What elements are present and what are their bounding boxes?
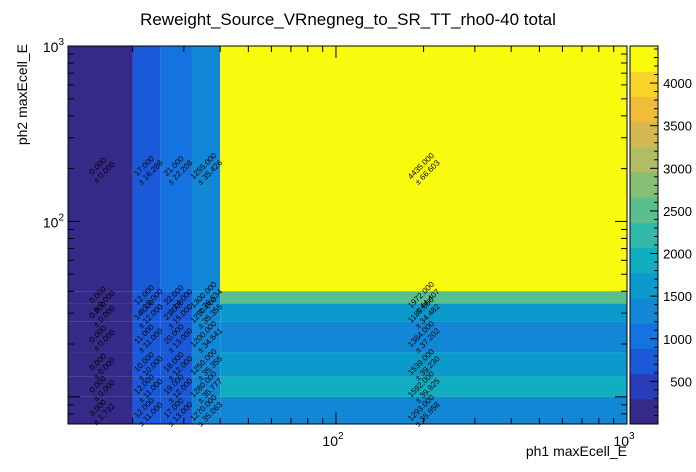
color-bar-segment: [630, 46, 658, 72]
heatmap-cell: [68, 352, 133, 377]
heatmap-cell: [132, 291, 161, 304]
heatmap-cell: [220, 352, 628, 377]
x-tick-label: 103: [613, 431, 635, 449]
heatmap-cell: [160, 46, 192, 292]
y-tick-label: 102: [43, 212, 65, 230]
heatmap-cell: [132, 321, 161, 353]
color-bar-label: 1000: [663, 332, 692, 347]
heatmap-cell: [160, 396, 192, 424]
color-bar-segment: [630, 298, 658, 324]
color-bar-label: 2500: [663, 204, 692, 219]
y-tick-exponent: 2: [58, 212, 64, 223]
plot-frame: [67, 45, 628, 425]
heatmap-cell: [160, 303, 192, 322]
heatmap-cell: [132, 352, 161, 377]
heatmap-cell: [160, 352, 192, 377]
y-tick-label: 103: [43, 37, 65, 55]
heatmap-cell: [220, 46, 628, 292]
color-bar-segment: [630, 398, 658, 425]
color-bar: 500 1000 1500 2000 2500 3000 3500 4000: [629, 45, 692, 425]
heatmap-cell: [191, 46, 221, 292]
heatmap-cell: [68, 376, 133, 397]
color-bar-segment: [630, 247, 658, 274]
color-bar-label: 1500: [663, 289, 692, 304]
heatmap-cell: [220, 321, 628, 353]
heatmap-cell: [191, 396, 221, 424]
color-bar-segment: [630, 172, 658, 198]
y-axis-title: ph2 maxEcell_E: [14, 44, 30, 145]
x-tick-exponent: 3: [629, 431, 635, 442]
color-bar-label: 2000: [663, 247, 692, 262]
heatmap-cell: [68, 46, 133, 292]
x-tick-label: 102: [322, 431, 344, 449]
heatmap-cell: [160, 291, 192, 304]
color-bar-segment: [630, 71, 658, 97]
color-bar-label: 500: [670, 374, 692, 389]
x-tick-base: 10: [322, 433, 338, 449]
y-tick-base: 10: [43, 39, 59, 55]
color-bar-segment: [630, 222, 658, 249]
color-bar-segment: [630, 373, 658, 400]
heatmap-cell: [220, 291, 628, 304]
heatmap-cell: [132, 46, 161, 292]
chart-title: Reweight_Source_VRnegneg_to_SR_TT_rho0-4…: [140, 10, 556, 29]
x-tick-exponent: 2: [338, 431, 344, 442]
heatmap-cell: [132, 396, 161, 424]
heatmap-cell: [68, 291, 133, 304]
heatmap-cell: [68, 321, 133, 353]
heatmap-cell: [160, 321, 192, 353]
color-bar-segment: [630, 272, 658, 299]
heatmap-cells: [68, 46, 628, 424]
heatmap-cell: [68, 396, 133, 424]
y-tick-exponent: 3: [58, 37, 64, 48]
color-bar-segment: [630, 197, 658, 223]
color-bar-label: 3500: [663, 119, 692, 134]
heatmap-cell: [132, 376, 161, 397]
heatmap-cell: [220, 376, 628, 397]
heatmap-cell: [191, 291, 221, 304]
heatmap-cell: [220, 303, 628, 322]
color-bar-segment: [630, 96, 658, 123]
color-bar-label: 3000: [663, 161, 692, 176]
heatmap-cell: [68, 303, 133, 322]
color-bar-segment: [630, 348, 658, 375]
color-bar-frame: [629, 45, 659, 425]
heatmap-cell: [160, 376, 192, 397]
x-tick-base: 10: [613, 433, 629, 449]
y-tick-base: 10: [43, 214, 59, 230]
heatmap-cell: [191, 321, 221, 353]
heatmap-cell: [191, 352, 221, 377]
heatmap-cell: [132, 303, 161, 322]
heatmap-cell: [191, 303, 221, 322]
heatmap-cell: [191, 376, 221, 397]
x-axis-title: ph1 maxEcell_E: [526, 443, 627, 459]
color-bar-label: 4000: [663, 76, 692, 91]
color-bar-segment: [630, 323, 658, 349]
